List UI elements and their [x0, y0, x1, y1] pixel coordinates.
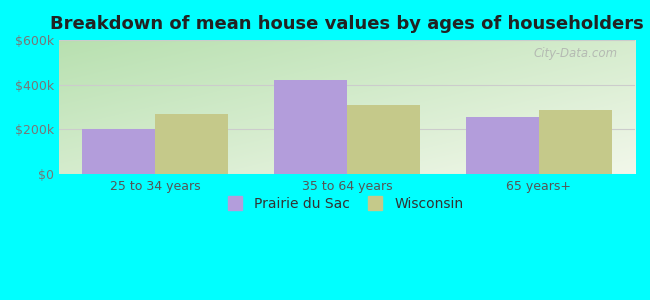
- Legend: Prairie du Sac, Wisconsin: Prairie du Sac, Wisconsin: [224, 190, 471, 218]
- Bar: [347, 105, 420, 174]
- Bar: [274, 80, 347, 174]
- Text: City-Data.com: City-Data.com: [534, 47, 618, 60]
- Title: Breakdown of mean house values by ages of householders: Breakdown of mean house values by ages o…: [50, 15, 644, 33]
- Bar: [82, 130, 155, 174]
- Bar: [539, 110, 612, 174]
- Bar: [155, 114, 228, 174]
- Bar: [466, 117, 539, 174]
